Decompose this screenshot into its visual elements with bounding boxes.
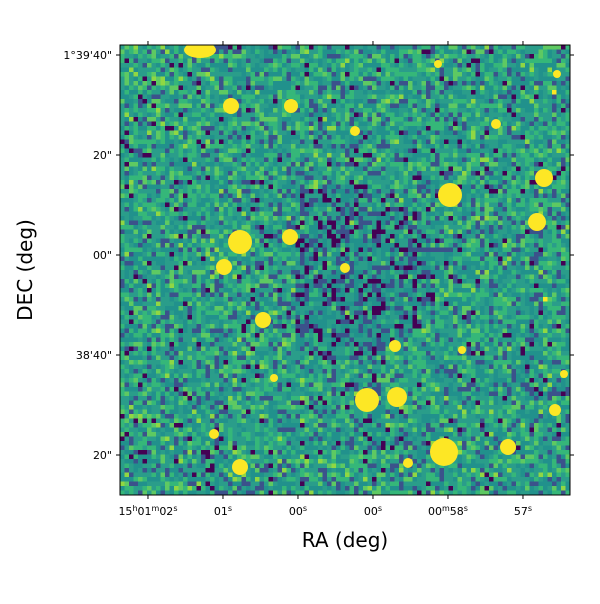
- x-tick-label: 01s: [214, 504, 232, 519]
- y-tick-label: 00": [93, 249, 112, 262]
- y-tick-label: 20": [93, 149, 112, 162]
- y-tick-label: 1°39'40": [63, 49, 112, 62]
- x-tick-label: 00s: [364, 504, 382, 519]
- x-tick-label: 00s: [289, 504, 307, 519]
- x-tick-label: 00m58s: [428, 504, 468, 519]
- x-axis-label: RA (deg): [302, 528, 388, 552]
- y-tick-label: 20": [93, 449, 112, 462]
- x-tick-label: 15h01m02s: [118, 504, 177, 519]
- y-tick-label: 38'40": [76, 349, 112, 362]
- y-axis-label: DEC (deg): [13, 219, 37, 321]
- x-tick-label: 57s: [514, 504, 532, 519]
